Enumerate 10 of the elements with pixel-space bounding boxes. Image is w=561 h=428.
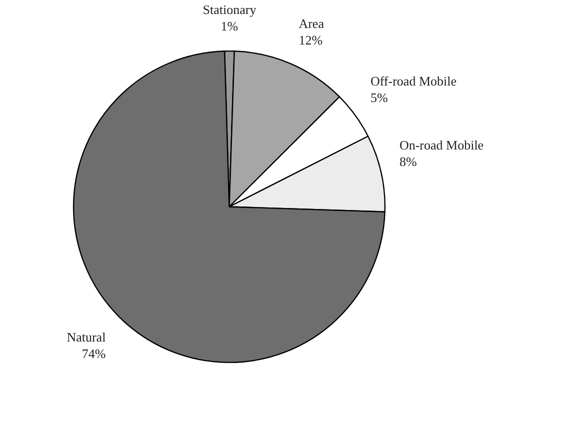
slice-label: On-road Mobile [399, 138, 484, 153]
data-label: 12% [298, 32, 323, 48]
slice-label: Stationary [202, 2, 257, 17]
data-label: 5% [370, 90, 388, 106]
data-label: 8% [399, 154, 417, 170]
slice-label: Off-road Mobile [370, 74, 457, 89]
data-label: 1% [220, 18, 238, 34]
slice-label: Natural [66, 329, 106, 344]
data-label: 74% [82, 346, 106, 361]
slice-label: Area [298, 16, 324, 32]
